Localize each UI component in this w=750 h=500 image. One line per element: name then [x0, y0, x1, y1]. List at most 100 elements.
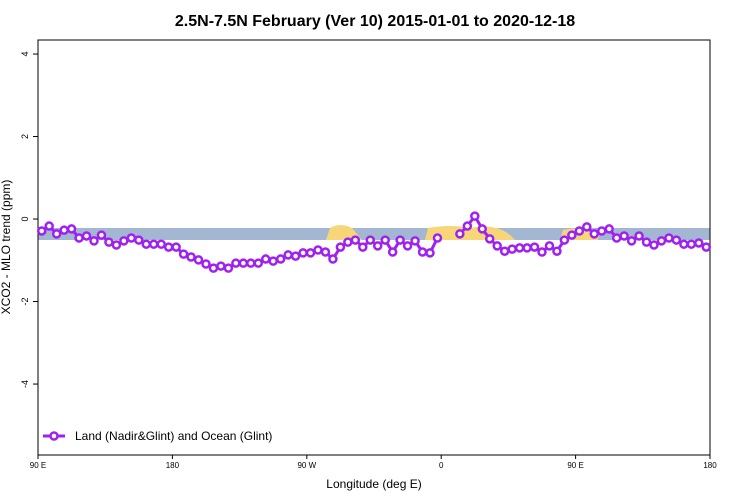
point	[641, 237, 652, 247]
x-tick-label: 90 W	[297, 461, 316, 470]
point	[298, 248, 308, 258]
point	[141, 239, 152, 249]
point	[253, 258, 264, 268]
point	[268, 256, 278, 266]
point	[44, 221, 54, 231]
point	[328, 254, 338, 264]
point	[701, 242, 712, 252]
point	[596, 226, 607, 236]
point	[111, 240, 122, 250]
point	[395, 235, 405, 245]
point	[178, 249, 189, 259]
point	[492, 241, 502, 251]
point	[148, 239, 159, 249]
point	[611, 233, 622, 243]
point	[649, 240, 659, 250]
y-tick-label: -4	[20, 380, 30, 388]
point	[104, 237, 114, 247]
point	[96, 230, 107, 240]
point	[432, 233, 443, 243]
point	[589, 229, 600, 239]
point	[664, 233, 674, 243]
point	[208, 263, 219, 273]
point	[686, 239, 697, 249]
point	[387, 247, 398, 257]
x-tick-label: 180	[166, 461, 180, 470]
point	[634, 231, 644, 241]
point	[626, 236, 637, 246]
point	[201, 259, 211, 269]
point	[51, 229, 62, 239]
y-axis-label: XCO2 - MLO trend (ppm)	[0, 180, 13, 315]
point	[455, 229, 465, 239]
point	[335, 242, 346, 252]
point	[238, 258, 249, 268]
point	[671, 235, 682, 245]
point	[544, 241, 555, 251]
point	[552, 246, 562, 256]
point	[499, 246, 510, 256]
point	[156, 239, 166, 249]
point	[402, 241, 413, 251]
point	[163, 242, 174, 252]
point	[372, 241, 383, 251]
point	[425, 248, 435, 258]
point	[171, 242, 181, 252]
point	[260, 254, 271, 264]
point	[66, 224, 77, 234]
point	[514, 243, 525, 253]
point	[679, 239, 689, 249]
y-tick-label: 2	[20, 134, 30, 139]
point	[417, 247, 428, 257]
point	[656, 236, 667, 246]
point	[567, 230, 577, 240]
chart-title: 2.5N-7.5N February (Ver 10) 2015-01-01 t…	[175, 13, 575, 30]
point	[537, 247, 547, 257]
point	[604, 224, 614, 234]
y-tick-label: 0	[20, 217, 30, 222]
legend-label: Land (Nadir&Glint) and Ocean (Glint)	[75, 429, 272, 443]
point	[350, 235, 361, 245]
point	[186, 252, 196, 262]
point	[559, 235, 570, 245]
point	[365, 235, 376, 245]
point	[134, 235, 144, 245]
point	[582, 222, 592, 232]
point	[283, 250, 293, 260]
point	[477, 224, 488, 234]
point	[119, 236, 129, 246]
point	[290, 251, 301, 261]
y-tick-label: -2	[20, 298, 30, 306]
point	[246, 258, 256, 268]
point	[470, 211, 480, 221]
point	[74, 233, 84, 243]
ocean-band	[38, 228, 710, 240]
point	[522, 243, 532, 253]
legend: Land (Nadir&Glint) and Ocean (Glint)	[43, 429, 272, 443]
point	[484, 234, 495, 244]
point	[694, 238, 704, 248]
point	[81, 231, 92, 241]
point	[223, 263, 234, 273]
x-tick-label: 90 E	[30, 461, 46, 470]
point	[59, 225, 69, 235]
point	[462, 221, 473, 231]
point	[89, 236, 99, 246]
point	[380, 235, 390, 245]
point	[305, 248, 316, 258]
point	[410, 236, 420, 246]
x-tick-label: 0	[439, 461, 444, 470]
point	[507, 244, 517, 254]
point	[343, 237, 353, 247]
point	[216, 261, 226, 271]
point	[275, 254, 286, 264]
point	[193, 255, 204, 265]
point	[574, 226, 585, 236]
point	[36, 226, 47, 236]
point	[126, 233, 137, 243]
x-axis-label: Longitude (deg E)	[326, 477, 421, 491]
point	[320, 247, 331, 257]
x-tick-label: 180	[703, 461, 717, 470]
